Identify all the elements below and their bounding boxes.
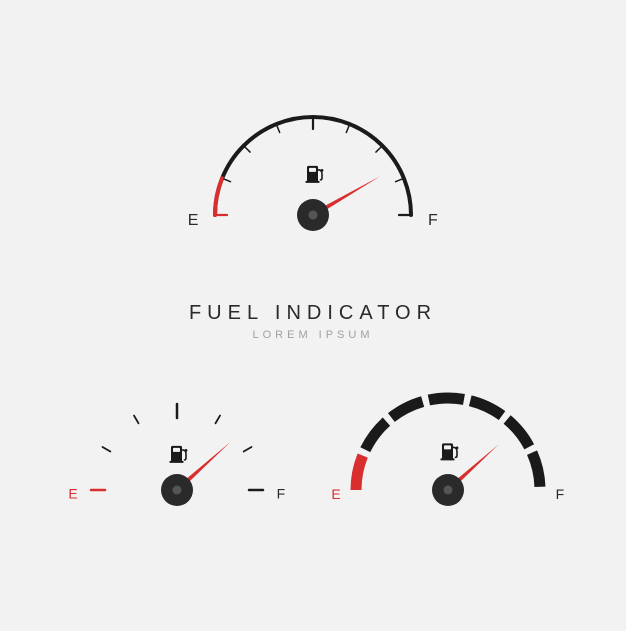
main-title: FUEL INDICATOR <box>0 302 626 325</box>
fuel-pump-icon <box>170 446 188 463</box>
label-empty: E <box>188 212 199 229</box>
needle-hub-center <box>309 211 318 220</box>
subtitle: LOREM IPSUM <box>0 329 626 341</box>
fuel-pump-icon <box>441 443 459 460</box>
label-empty: E <box>331 486 340 502</box>
label-empty: E <box>68 486 77 502</box>
fuel-pump-icon <box>306 166 324 183</box>
title-block: FUEL INDICATOR LOREM IPSUM <box>0 302 626 341</box>
needle-hub-center <box>444 486 453 495</box>
needle-hub-center <box>173 486 182 495</box>
label-full: F <box>428 212 438 229</box>
label-full: F <box>277 486 286 502</box>
label-full: F <box>556 486 565 502</box>
